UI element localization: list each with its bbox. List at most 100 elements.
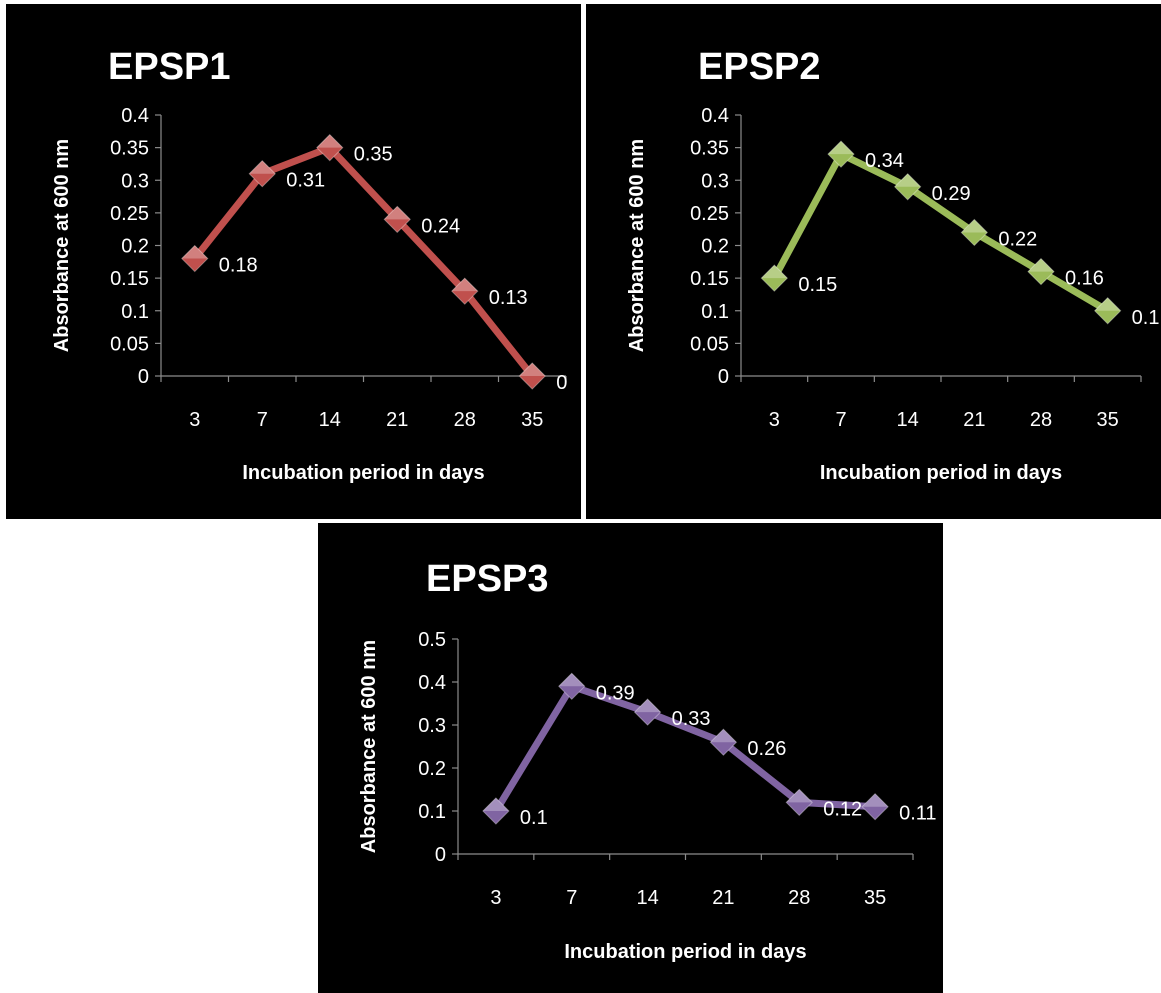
y-tick-label: 0.3	[418, 715, 446, 737]
data-label: 0.12	[823, 798, 862, 820]
x-tick-label: 14	[319, 409, 341, 431]
x-axis-label: Incubation period in days	[820, 462, 1062, 484]
x-tick-label: 35	[521, 409, 543, 431]
diamond-marker	[316, 133, 344, 162]
diamond-highlight	[482, 798, 509, 811]
data-label: 0.26	[747, 738, 786, 760]
data-label: 0.39	[596, 682, 635, 704]
y-tick-label: 0.1	[121, 301, 149, 323]
y-tick-label: 0.15	[690, 268, 729, 290]
diamond-marker	[785, 788, 813, 817]
diamond-marker	[181, 244, 209, 273]
diamond-highlight	[634, 699, 661, 713]
x-tick-label: 7	[257, 409, 268, 431]
diamond-marker	[960, 218, 989, 247]
data-label: 0.16	[1065, 268, 1104, 290]
diamond-marker	[633, 698, 662, 726]
data-point-marker	[482, 797, 510, 825]
data-point-marker	[518, 362, 546, 390]
y-tick-label: 0.2	[418, 758, 446, 780]
diamond-highlight	[384, 206, 411, 220]
series-line	[492, 682, 879, 815]
diamond-marker	[383, 205, 411, 234]
diamond-highlight	[249, 160, 276, 174]
x-tick-label: 3	[769, 409, 780, 431]
data-point-marker	[827, 140, 855, 168]
diamond-highlight	[1028, 258, 1054, 272]
y-tick-label: 0.05	[690, 333, 729, 355]
data-label: 0	[556, 372, 567, 394]
data-point-marker	[861, 792, 889, 821]
chart-panel-epsp2: EPSP2 Absorbance at 600 nm Incubation peri…	[586, 4, 1161, 519]
data-label: 0.11	[899, 803, 936, 825]
x-tick-label: 21	[712, 887, 734, 909]
chart-epsp1: EPSP1 Absorbance at 600 nm Incubation peri…	[51, 46, 567, 484]
series-line	[191, 144, 536, 380]
data-label: 0.18	[219, 255, 258, 277]
diamond-marker	[1027, 257, 1055, 286]
y-tick-label: 0	[138, 366, 149, 388]
chart-panel-epsp1: EPSP1 Absorbance at 600 nm Incubation peri…	[6, 4, 581, 519]
diamond-highlight	[786, 789, 813, 803]
diamond-highlight	[961, 219, 988, 233]
y-tick-label: 0.35	[110, 138, 149, 160]
y-tick-label: 0.2	[121, 236, 149, 258]
diamond-highlight	[316, 134, 343, 148]
x-tick-label: 35	[1097, 409, 1119, 431]
data-point-marker	[893, 173, 922, 201]
data-point-marker	[960, 218, 989, 247]
x-tick-label: 3	[189, 409, 200, 431]
data-point-marker	[181, 244, 209, 273]
chart-title: EPSP1	[108, 46, 231, 88]
diamond-marker	[1093, 297, 1122, 325]
data-label: 0.29	[932, 183, 971, 205]
x-tick-label: 28	[454, 409, 476, 431]
diamond-highlight	[451, 278, 478, 292]
data-label: 0.31	[286, 170, 325, 192]
y-tick-label: 0.1	[418, 801, 446, 823]
diamond-marker	[709, 728, 738, 756]
series-line	[770, 150, 1112, 315]
diamond-highlight	[1094, 297, 1121, 311]
data-point-marker	[785, 788, 813, 817]
diamond-highlight	[761, 265, 788, 279]
diamond-highlight	[894, 173, 921, 187]
data-point-marker	[558, 672, 586, 701]
x-tick-label: 28	[788, 887, 810, 909]
diamond-highlight	[558, 673, 585, 687]
y-tick-label: 0.25	[690, 203, 729, 225]
diamond-highlight	[519, 363, 546, 376]
diamond-marker	[558, 672, 586, 701]
y-tick-label: 0	[718, 366, 729, 388]
data-label: 0.15	[798, 274, 837, 296]
y-axis-label: Absorbance at 600 nm	[51, 139, 73, 352]
diamond-marker	[248, 160, 276, 188]
data-label: 0.33	[672, 708, 711, 730]
x-tick-label: 7	[566, 887, 577, 909]
y-tick-label: 0.25	[110, 203, 149, 225]
y-tick-label: 0.15	[110, 268, 149, 290]
y-tick-label: 0.5	[418, 629, 446, 651]
x-tick-label: 14	[897, 409, 919, 431]
y-tick-label: 0.3	[121, 170, 149, 192]
diamond-highlight	[710, 729, 737, 743]
data-label: 0.1	[1132, 307, 1160, 329]
chart-title: EPSP2	[698, 46, 821, 88]
diamond-marker	[518, 362, 546, 390]
data-point-marker	[248, 160, 276, 188]
x-tick-label: 7	[835, 409, 846, 431]
x-tick-label: 21	[963, 409, 985, 431]
y-tick-label: 0.4	[418, 672, 446, 694]
diamond-marker	[760, 264, 789, 292]
y-tick-label: 0.1	[701, 301, 729, 323]
y-tick-label: 0.4	[121, 105, 149, 127]
x-tick-label: 14	[636, 887, 658, 909]
diamond-highlight	[828, 141, 854, 155]
y-tick-label: 0.2	[701, 236, 729, 258]
x-tick-label: 3	[490, 887, 501, 909]
data-point-marker	[383, 205, 411, 234]
y-tick-label: 0.35	[690, 138, 729, 160]
y-tick-label: 0.05	[110, 333, 149, 355]
x-tick-label: 35	[864, 887, 886, 909]
data-point-marker	[1027, 257, 1055, 286]
